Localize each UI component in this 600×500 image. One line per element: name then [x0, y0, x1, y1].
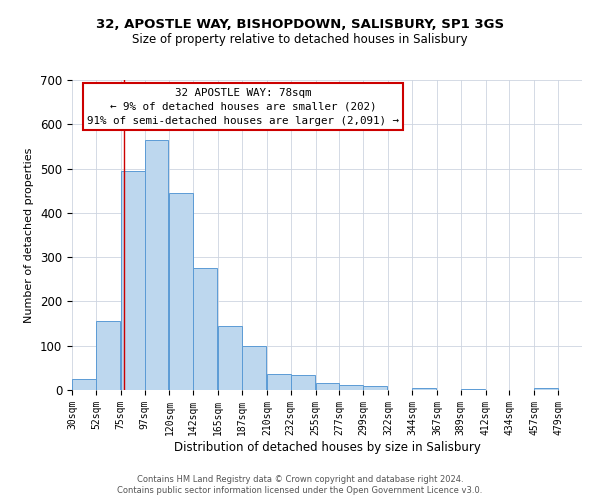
Bar	[96, 322, 119, 390]
Bar	[121, 171, 145, 390]
Bar	[72, 379, 96, 390]
Bar	[193, 268, 217, 390]
Bar	[169, 193, 193, 390]
Text: 32 APOSTLE WAY: 78sqm
← 9% of detached houses are smaller (202)
91% of semi-deta: 32 APOSTLE WAY: 78sqm ← 9% of detached h…	[87, 88, 399, 126]
Bar	[340, 384, 363, 390]
Y-axis label: Number of detached properties: Number of detached properties	[25, 148, 34, 322]
Text: 32, APOSTLE WAY, BISHOPDOWN, SALISBURY, SP1 3GS: 32, APOSTLE WAY, BISHOPDOWN, SALISBURY, …	[96, 18, 504, 30]
Bar	[242, 346, 266, 390]
Text: Size of property relative to detached houses in Salisbury: Size of property relative to detached ho…	[132, 32, 468, 46]
Bar	[291, 374, 314, 390]
Text: Contains public sector information licensed under the Open Government Licence v3: Contains public sector information licen…	[118, 486, 482, 495]
X-axis label: Distribution of detached houses by size in Salisbury: Distribution of detached houses by size …	[173, 440, 481, 454]
Bar	[218, 326, 242, 390]
Bar	[145, 140, 169, 390]
Bar	[363, 386, 387, 390]
Bar	[535, 388, 558, 390]
Bar	[267, 374, 291, 390]
Bar	[316, 384, 340, 390]
Bar	[412, 388, 436, 390]
Text: Contains HM Land Registry data © Crown copyright and database right 2024.: Contains HM Land Registry data © Crown c…	[137, 475, 463, 484]
Bar	[461, 388, 485, 390]
